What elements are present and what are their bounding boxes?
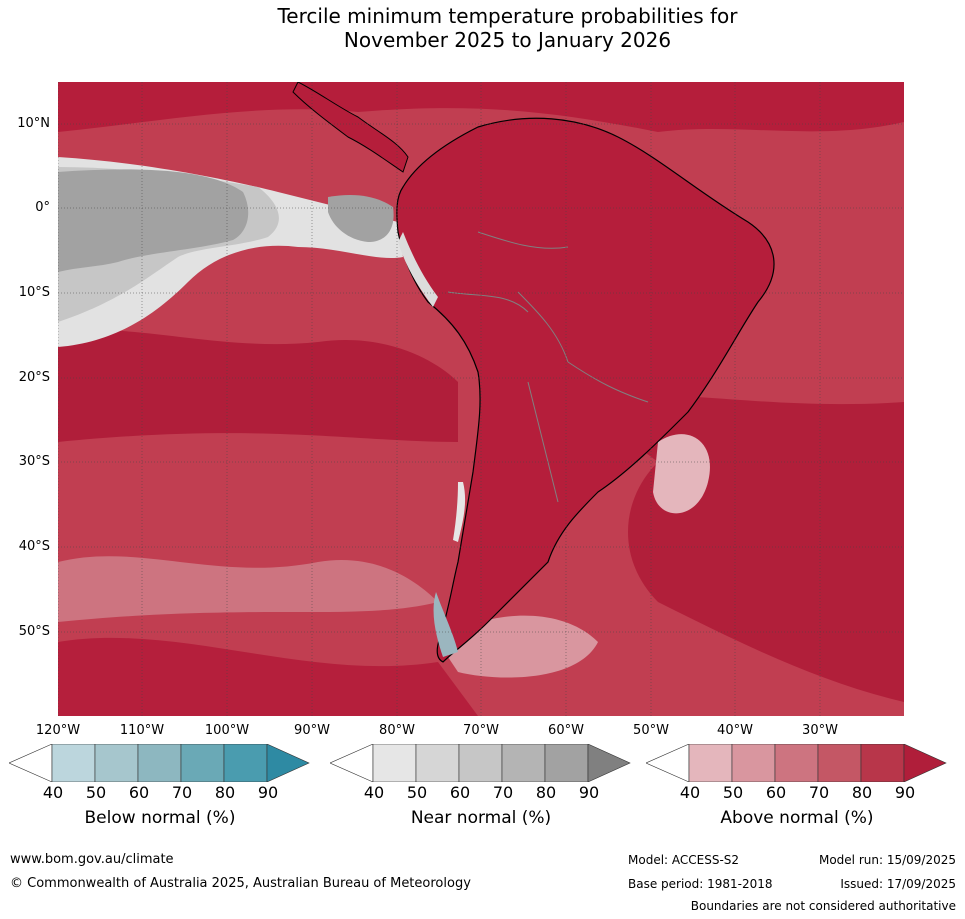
legend-above-segment [861,744,904,782]
legend-near-title: Near normal (%) [331,808,631,828]
legend-near-segment [373,744,416,782]
legend-below-normal-bar [9,744,311,782]
legend-tick: 40 [359,783,389,802]
legend-below-segment [95,744,138,782]
legend-tick: 50 [718,783,748,802]
legend-tick: 80 [847,783,877,802]
map-svg [58,82,904,716]
legend-below-segment [267,744,309,782]
model-name: Model: ACCESS-S2 [628,853,739,867]
legend-above-segment [775,744,818,782]
legend-tick: 60 [445,783,475,802]
legend-tick: 50 [402,783,432,802]
lat-label-10s: 10°S [0,285,50,300]
legend-near-segment [459,744,502,782]
legend-tick: 80 [531,783,561,802]
boundaries-disclaimer: Boundaries are not considered authoritat… [691,899,956,913]
title-line-2: November 2025 to January 2026 [0,28,965,52]
legend-tick: 90 [890,783,920,802]
legend-above-segment [818,744,861,782]
legend-tick: 60 [761,783,791,802]
legend-tick: 60 [124,783,154,802]
lat-label-20s: 20°S [0,370,50,385]
lat-label-40s: 40°S [0,539,50,554]
legend-near-segment [545,744,588,782]
probability-map [58,82,904,716]
legend-below-title: Below normal (%) [10,808,310,828]
lon-label-80w: 80°W [367,723,427,738]
lon-label-90w: 90°W [282,723,342,738]
legend-tick: 90 [574,783,604,802]
legend-tick: 80 [210,783,240,802]
legend-above-segment [646,744,689,782]
website-link[interactable]: www.bom.gov.au/climate [10,852,174,867]
lat-label-30s: 30°S [0,454,50,469]
legend-below-segment [52,744,95,782]
legend-below-segment [224,744,267,782]
legend-tick: 90 [253,783,283,802]
legend-tick: 50 [81,783,111,802]
legend-near-segment [416,744,459,782]
legend-tick: 70 [488,783,518,802]
legend-tick: 40 [675,783,705,802]
chart-title: Tercile minimum temperature probabilitie… [0,4,965,52]
lon-label-50w: 50°W [621,723,681,738]
base-period: Base period: 1981-2018 [628,877,773,891]
legend-below-segment [9,744,52,782]
legend-near-segment [330,744,373,782]
legend-above-normal-bar [646,744,948,782]
lon-label-60w: 60°W [536,723,596,738]
legend-tick: 70 [804,783,834,802]
lat-label-0: 0° [0,200,50,215]
legend-tick: 40 [38,783,68,802]
copyright-text: © Commonwealth of Australia 2025, Austra… [10,876,471,891]
lon-label-120w: 120°W [28,723,88,738]
lon-label-110w: 110°W [112,723,172,738]
legend-near-segment [502,744,545,782]
legend-near-segment [588,744,630,782]
lat-label-50s: 50°S [0,624,50,639]
issued-date: Issued: 17/09/2025 [840,877,956,891]
legend-below-segment [138,744,181,782]
lon-label-30w: 30°W [790,723,850,738]
lat-label-10n: 10°N [0,116,50,131]
legend-above-segment [689,744,732,782]
lon-label-40w: 40°W [705,723,765,738]
legend-below-segment [181,744,224,782]
legend-above-segment [732,744,775,782]
legend-tick: 70 [167,783,197,802]
lon-label-70w: 70°W [451,723,511,738]
lon-label-100w: 100°W [197,723,257,738]
title-line-1: Tercile minimum temperature probabilitie… [0,4,965,28]
legend-above-segment [904,744,946,782]
legend-above-title: Above normal (%) [647,808,947,828]
legend-near-normal-bar [330,744,632,782]
model-run: Model run: 15/09/2025 [819,853,956,867]
